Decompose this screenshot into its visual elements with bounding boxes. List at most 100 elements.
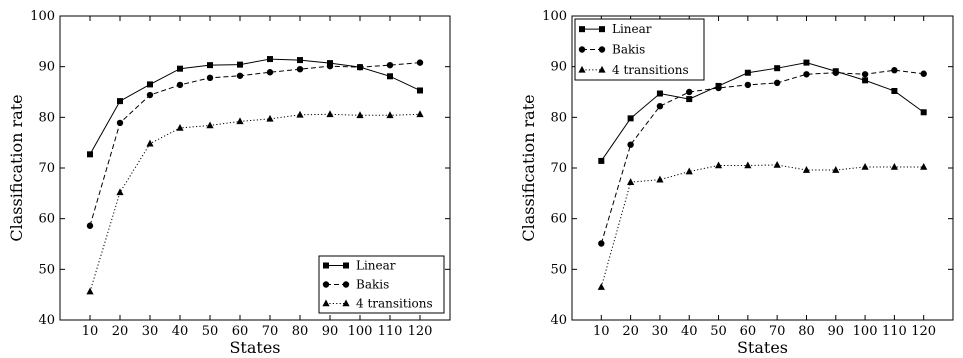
- data-point-linear: [237, 61, 243, 68]
- series-line-linear: [89, 58, 421, 155]
- x-tick-label: 30: [652, 324, 669, 339]
- data-point-bakis: [326, 62, 334, 70]
- data-point-bakis: [744, 81, 752, 89]
- data-point-4-transitions: [685, 167, 693, 175]
- data-point-bakis: [686, 88, 693, 96]
- y-tick-label: 50: [38, 262, 55, 277]
- x-tick-label: 100: [853, 324, 878, 339]
- data-point-4-transitions: [236, 117, 244, 125]
- data-point-bakis: [715, 84, 722, 92]
- y-axis-title: Classification rate: [519, 94, 538, 241]
- legend-label-linear: Linear: [612, 22, 652, 36]
- legend-label-bakis: Bakis: [356, 278, 389, 292]
- x-tick-label: 30: [142, 324, 159, 339]
- legend-label-linear: Linear: [356, 259, 396, 273]
- x-tick-label: 110: [378, 324, 403, 339]
- x-tick-label: 110: [882, 324, 907, 339]
- data-point-4-transitions: [296, 110, 304, 118]
- x-tick-label: 80: [798, 324, 815, 339]
- legend-marker-linear: [343, 262, 349, 269]
- x-axis-title: States: [737, 338, 788, 357]
- data-point-linear: [117, 98, 123, 105]
- data-point-bakis: [920, 70, 927, 77]
- data-point-bakis: [598, 240, 605, 247]
- data-point-linear: [656, 90, 663, 97]
- data-point-4-transitions: [802, 166, 811, 173]
- y-tick-label: 100: [30, 9, 55, 24]
- x-tick-label: 60: [232, 324, 249, 339]
- data-point-bakis: [176, 81, 184, 89]
- legend-marker-linear: [579, 26, 585, 33]
- x-tick-label: 70: [262, 324, 279, 339]
- data-point-bakis: [296, 66, 304, 73]
- data-point-linear: [891, 87, 898, 94]
- data-point-4-transitions: [597, 283, 605, 290]
- y-tick-label: 80: [550, 110, 567, 125]
- legend-marker-linear: [599, 26, 605, 33]
- series-line-bakis: [600, 69, 924, 244]
- x-tick-label: 100: [348, 324, 373, 339]
- data-point-linear: [803, 59, 810, 66]
- data-point-4-transitions: [266, 114, 274, 122]
- x-tick-label: 70: [769, 324, 786, 339]
- x-tick-label: 60: [740, 324, 757, 339]
- legend-marker-bakis: [342, 281, 350, 288]
- data-point-linear: [207, 62, 213, 69]
- data-point-bakis: [356, 63, 364, 71]
- series-line-4-transitions: [600, 164, 924, 288]
- x-tick-label: 90: [322, 324, 339, 339]
- legend-marker-4-transitions: [578, 65, 586, 73]
- data-point-linear: [147, 81, 153, 88]
- data-point-4-transitions: [386, 111, 394, 119]
- data-point-4-transitions: [356, 111, 364, 119]
- legend-marker-bakis: [322, 281, 330, 288]
- chart-1: 40 50 60 70 80 90 100 10 20 30 40 50 60 70 80 90 100 110 1…: [7, 9, 451, 357]
- x-tick-label: 120: [408, 324, 433, 339]
- data-point-bakis: [206, 74, 214, 82]
- data-point-4-transitions: [326, 110, 334, 118]
- data-point-4-transitions: [832, 166, 840, 173]
- y-tick-label: 90: [550, 60, 567, 75]
- data-point-linear: [177, 65, 183, 72]
- data-point-bakis: [116, 119, 124, 127]
- y-tick-label: 60: [550, 212, 567, 227]
- legend-marker-bakis: [598, 46, 606, 53]
- y-tick-label: 50: [550, 262, 567, 277]
- data-point-linear: [920, 109, 927, 116]
- x-tick-label: 20: [622, 324, 639, 339]
- data-point-linear: [627, 115, 634, 122]
- legend-label-bakis: Bakis: [612, 43, 645, 57]
- x-tick-label: 80: [292, 324, 309, 339]
- data-point-bakis: [86, 222, 94, 229]
- data-point-linear: [686, 96, 693, 103]
- legend-marker-linear: [323, 262, 329, 269]
- x-tick-label: 50: [710, 324, 727, 339]
- data-point-bakis: [386, 61, 394, 69]
- data-point-4-transitions: [206, 121, 214, 129]
- data-point-bakis: [803, 71, 810, 78]
- y-tick-label: 100: [542, 9, 567, 24]
- x-tick-label: 50: [202, 324, 219, 339]
- data-point-linear: [744, 69, 751, 76]
- data-point-4-transitions: [656, 175, 664, 183]
- x-tick-label: 40: [681, 324, 698, 339]
- x-tick-label: 20: [112, 324, 129, 339]
- data-point-4-transitions: [416, 110, 424, 118]
- data-point-4-transitions: [627, 178, 635, 185]
- y-axis-title: Classification rate: [7, 94, 26, 241]
- x-tick-label: 90: [827, 324, 844, 339]
- data-point-4-transitions: [890, 162, 898, 170]
- series-line-bakis: [89, 62, 421, 226]
- data-point-4-transitions: [920, 162, 928, 170]
- legend: Linear Bakis 4 transitions: [574, 18, 705, 81]
- data-point-4-transitions: [146, 139, 154, 147]
- y-tick-label: 40: [550, 313, 567, 328]
- data-point-bakis: [861, 71, 869, 78]
- legend: Linear Bakis 4 transitions: [318, 255, 445, 314]
- data-point-bakis: [656, 102, 664, 110]
- y-tick-label: 60: [38, 212, 55, 227]
- data-point-linear: [297, 57, 303, 64]
- data-point-4-transitions: [861, 162, 869, 170]
- data-point-bakis: [891, 67, 898, 74]
- data-point-bakis: [146, 91, 154, 99]
